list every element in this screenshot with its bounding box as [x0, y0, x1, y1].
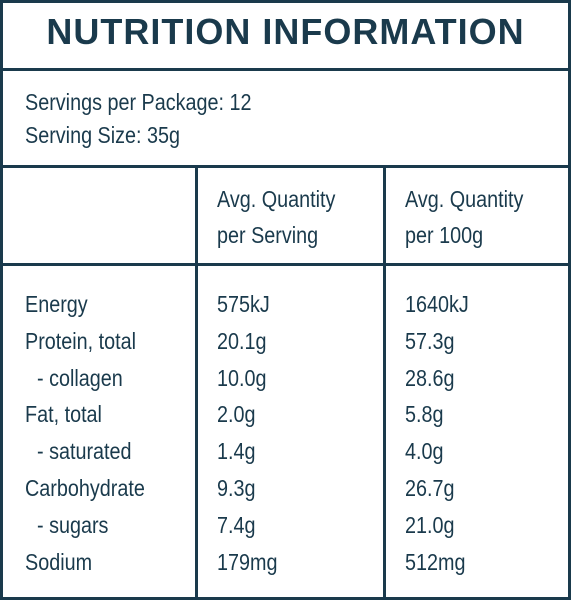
column-divider [383, 168, 386, 597]
per-serving-value: 7.4g [217, 511, 256, 538]
nutrient-name: Energy [25, 291, 88, 317]
per-serving-value: 9.3g [217, 475, 256, 501]
nutrient-name: Protein, total [25, 327, 137, 354]
per-100g-value: 1640kJ [405, 291, 469, 317]
per-100g-value: 26.7g [405, 475, 455, 501]
title: NUTRITION INFORMATION [46, 11, 525, 52]
per-serving-value: 179mg [217, 548, 278, 575]
per-100g-value: 5.8g [405, 401, 444, 428]
nutrient-name: Carbohydrate [25, 475, 145, 501]
per-serving-value: 575kJ [217, 291, 270, 317]
per-100g-value: 28.6g [405, 364, 455, 391]
per-100g-value: 512mg [405, 548, 466, 575]
column-header: per 100g [405, 222, 484, 248]
divider [3, 68, 568, 71]
divider [3, 263, 568, 266]
servings-line: Servings per Package: 12 [25, 89, 252, 115]
servings-line: Serving Size: 35g [25, 122, 181, 148]
nutrient-name: - collagen [37, 364, 123, 391]
per-serving-value: 1.4g [217, 438, 256, 465]
per-100g-value: 21.0g [405, 511, 455, 538]
nutrient-name: - saturated [37, 438, 132, 465]
divider [3, 165, 568, 168]
nutrient-name: - sugars [37, 511, 109, 538]
column-header: Avg. Quantity [405, 186, 524, 212]
per-serving-value: 2.0g [217, 401, 256, 428]
column-header: per Serving [217, 222, 319, 248]
per-serving-value: 20.1g [217, 327, 267, 354]
per-100g-value: 4.0g [405, 438, 444, 465]
per-100g-value: 57.3g [405, 327, 455, 354]
nutrient-name: Sodium [25, 548, 93, 575]
nutrient-name: Fat, total [25, 401, 102, 428]
per-serving-value: 10.0g [217, 364, 267, 391]
column-divider [195, 168, 198, 597]
column-header: Avg. Quantity [217, 186, 336, 212]
